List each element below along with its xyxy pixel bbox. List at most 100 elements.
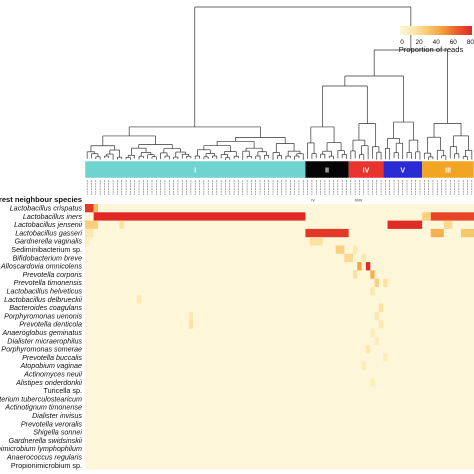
cluster-sublabel: IV <box>311 199 315 203</box>
heatmap-cell <box>85 220 98 229</box>
species-label: Actinotignum timonense <box>4 403 82 412</box>
heatmap-cell <box>430 212 474 221</box>
species-label: Porphyromonas somerae <box>1 345 82 354</box>
species-label: Porphyromonas uenonis <box>4 311 82 320</box>
heatmap-cell <box>305 228 349 238</box>
heatmap-cell <box>365 345 371 354</box>
cluster-label: IV <box>363 168 370 175</box>
heatmap-cell <box>352 270 358 279</box>
cluster-sublabel: IV/IV <box>355 199 363 203</box>
species-label: Prevotella denticola <box>19 320 82 329</box>
species-label: Bacteroides coagulans <box>9 303 82 312</box>
species-label: Turicella sp. <box>44 386 82 395</box>
species-label: Lactobacillus jensenii <box>14 220 82 229</box>
cluster-segment <box>422 161 474 178</box>
cluster-label: II <box>325 168 329 175</box>
heatmap-cell <box>93 212 306 221</box>
legend-title: Proportion of reads <box>399 45 464 54</box>
legend-tick: 0 <box>400 39 404 46</box>
species-labels: rest neighbour species Lactobacillus cri… <box>0 195 82 470</box>
species-label: Actinomyces neuii <box>23 369 82 378</box>
heatmap-cell <box>378 320 384 329</box>
species-label: Anaerococcus regularis <box>6 452 83 461</box>
species-label: Prevotella corporis <box>22 270 82 279</box>
legend-colorbar <box>400 26 472 35</box>
species-label: Alloscardovia omnicolens <box>0 262 82 271</box>
heatmap-cell <box>335 245 345 254</box>
species-label: Lactobacillus gasseri <box>15 228 82 237</box>
heatmap-cell <box>361 253 366 263</box>
species-label: Dialister micraerophilus <box>7 336 82 345</box>
legend-tick: 80 <box>467 39 474 46</box>
species-label: Propionimicrobium sp. <box>11 461 82 470</box>
species-label: Shigella sonnei <box>33 428 82 437</box>
heatmap-cell <box>188 311 194 321</box>
heatmap-cell <box>370 270 375 279</box>
heatmap-cell <box>422 212 431 221</box>
species-label: Atopobium vaginae <box>19 361 82 370</box>
cluster-bar-outline <box>84 160 474 179</box>
cluster-segment <box>85 161 306 178</box>
species-label: Prevotella timonensis <box>14 278 83 287</box>
heatmap-cell <box>85 204 94 213</box>
heatmap-cell <box>119 220 124 229</box>
species-label: Sediminibacterium sp. <box>11 245 82 254</box>
heatmap-cell <box>370 378 375 387</box>
heatmap-cell <box>370 328 375 337</box>
heatmap-cell <box>357 262 362 271</box>
heatmap-cell <box>374 278 379 287</box>
cluster-label: V <box>400 168 405 175</box>
sample-labels <box>86 180 473 195</box>
species-label: Lactobacillus iners <box>23 212 83 221</box>
heatmap-cell <box>93 204 98 213</box>
species-label: Lactobacillus helveticus <box>6 286 82 295</box>
legend-tick: 20 <box>416 39 424 46</box>
species-label: Bifidobacterium breve <box>12 253 82 262</box>
cluster-label: I <box>194 168 196 175</box>
species-label: Alistipes onderdonkii <box>15 378 82 387</box>
heatmap-grid <box>85 204 474 470</box>
heatmap-cell <box>85 237 90 246</box>
cluster-segment <box>348 161 384 178</box>
species-label: onimicrobium lymphophilum <box>0 444 82 453</box>
heatmap-cell <box>309 237 323 246</box>
heatmap-cell <box>443 220 453 229</box>
cluster-label: III <box>445 168 451 175</box>
heatmap-cell <box>383 278 388 287</box>
heatmap-cell <box>136 295 142 304</box>
species-label: Gardnerella vaginalis <box>14 237 82 246</box>
cluster-segment <box>383 161 423 178</box>
heatmap-cell <box>461 228 474 238</box>
species-label: Dialister invisus <box>32 411 82 420</box>
heatmap-cell <box>378 303 384 312</box>
species-label: Lactobacillus crispatus <box>10 203 83 212</box>
heatmap-cell <box>383 353 388 362</box>
species-label: Lactobacillus delbrueckii <box>4 295 82 304</box>
column-dendrogram <box>86 6 473 160</box>
legend-tick: 60 <box>450 39 458 46</box>
heatmap-cell <box>344 253 353 263</box>
heatmap-cell <box>85 228 94 238</box>
heatmap-cell <box>188 320 194 329</box>
species-label: Prevotella veroralis <box>21 419 83 428</box>
heatmap-cell <box>374 311 379 321</box>
heatmap-cell <box>374 336 379 346</box>
species-label: Prevotella buccalis <box>22 353 82 362</box>
species-label: Anaeroglobus geminatus <box>1 328 82 337</box>
heatmap-cell <box>387 220 423 229</box>
heatmap-cell <box>365 262 371 271</box>
row-header: rest neighbour species <box>0 195 82 204</box>
heatmap-cell <box>361 361 366 370</box>
color-legend: 0 20 40 60 80 Proportion of reads <box>399 26 474 54</box>
heatmap-background <box>85 204 474 470</box>
species-label: acterium tuberculostearicum <box>0 394 82 403</box>
heatmap-cell <box>370 287 375 296</box>
cluster-segment <box>305 161 349 178</box>
heatmap-cell <box>352 245 358 254</box>
legend-tick: 40 <box>433 39 441 46</box>
species-label: Gardnerella swidsinskii <box>9 436 83 445</box>
legend-ticks: 0 20 40 60 80 <box>400 39 474 46</box>
heatmap-cell <box>430 228 444 238</box>
